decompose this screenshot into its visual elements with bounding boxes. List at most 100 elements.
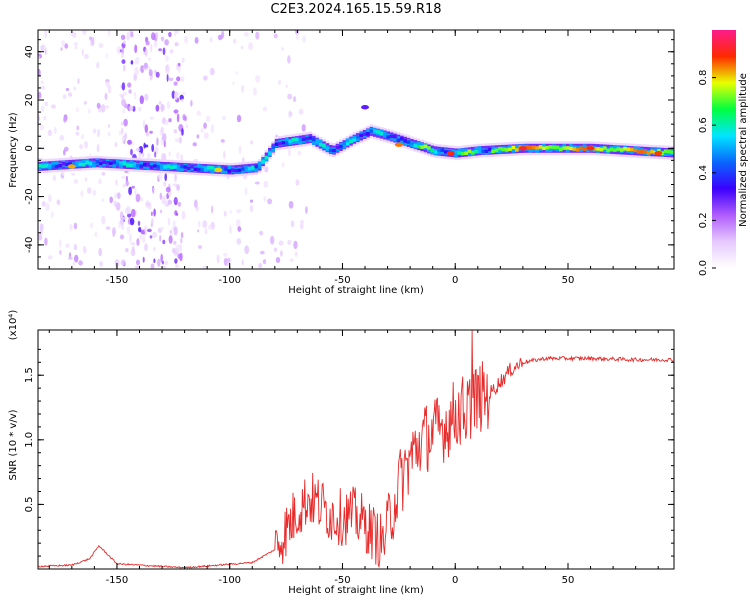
- heatmap-noise-cell: [96, 61, 100, 69]
- heatmap-noise-cell: [180, 232, 184, 239]
- heatmap-ridge-cell: [440, 148, 445, 152]
- heatmap-ridge-cell: [511, 146, 516, 153]
- heatmap-noise-cell: [144, 93, 149, 101]
- heatmap-noise-cell: [166, 64, 170, 72]
- heatmap-ridge-cell: [667, 149, 671, 154]
- heatmap-ridge-cell: [285, 137, 289, 144]
- heatmap-noise-cell: [121, 127, 124, 135]
- heatmap-ridge-cell: [102, 160, 106, 164]
- heatmap-ridge-cell: [657, 149, 661, 153]
- heatmap-ridge-cell: [565, 146, 570, 150]
- heatmap-ridge-cell: [596, 147, 600, 151]
- heatmap-noise-cell: [144, 48, 148, 57]
- heatmap-ridge-cell: [437, 148, 441, 153]
- heatmap-noise-cell: [116, 46, 122, 54]
- heatmap-noise-cell: [122, 184, 126, 188]
- heatmap-noise-cell: [92, 128, 97, 134]
- heatmap-ridge-cell: [548, 145, 553, 149]
- heatmap-noise-cell: [235, 71, 238, 75]
- heatmap-ridge-cell: [51, 164, 56, 169]
- heatmap-noise-cell: [244, 245, 250, 255]
- heatmap-ridge-cell: [312, 137, 316, 142]
- heatmap-noise-cell: [143, 142, 146, 149]
- heatmap-noise-cell: [275, 257, 281, 263]
- heatmap-noise-cell: [273, 247, 278, 252]
- heatmap-noise-cell: [270, 235, 275, 245]
- heatmap-noise-cell: [98, 247, 102, 257]
- heatmap-ridge-cell: [362, 132, 367, 136]
- heatmap-noise-cell: [181, 57, 185, 64]
- heatmap-ridge-cell: [400, 137, 404, 141]
- heatmap-ridge-cell: [136, 164, 140, 168]
- heatmap-noise-cell: [172, 183, 178, 187]
- heatmap-noise-cell: [165, 203, 170, 207]
- heatmap-noise-cell: [121, 98, 127, 107]
- heatmap-noise-cell: [235, 219, 241, 228]
- heatmap-noise-cell: [287, 148, 291, 157]
- heatmap-noise-cell: [264, 166, 269, 173]
- heatmap-ridge-cell: [477, 146, 482, 153]
- heatmap-noise-cell: [104, 92, 108, 101]
- heatmap-noise-cell: [220, 139, 225, 143]
- heatmap-noise-cell: [302, 35, 306, 43]
- heatmap-ridge-cell: [420, 145, 424, 149]
- heatmap-ridge-cell: [606, 148, 610, 153]
- heatmap-ridge-cell: [41, 164, 45, 168]
- heatmap-ridge-cell: [129, 163, 133, 168]
- heatmap-noise-cell: [258, 262, 263, 269]
- heatmap-noise-cell: [131, 141, 135, 146]
- heatmap-noise-cell: [147, 228, 152, 233]
- heatmap-ridge-cell: [433, 150, 438, 154]
- heatmap-ridge-cell: [599, 147, 604, 152]
- heatmap-ridge-cell: [508, 147, 512, 151]
- heatmap-noise-cell: [163, 181, 167, 187]
- heatmap-noise-cell: [160, 104, 165, 111]
- heatmap-noise-cell: [82, 245, 86, 250]
- snr-y-tick-label: 1.5: [24, 367, 35, 383]
- heatmap-noise-cell: [142, 119, 146, 128]
- heatmap-noise-cell: [130, 242, 136, 246]
- heatmap-noise-cell: [203, 132, 209, 139]
- heatmap-noise-cell: [158, 100, 162, 106]
- heatmap-y-tick-label: 40: [24, 45, 35, 58]
- heatmap-noise-cell: [244, 186, 248, 196]
- heatmap-noise-cell: [155, 31, 159, 39]
- heatmap-noise-cell: [78, 260, 83, 266]
- heatmap-ridge-cell: [471, 151, 475, 155]
- heatmap-ridge-cell: [650, 149, 654, 154]
- heatmap-ridge-cell: [359, 133, 363, 138]
- heatmap-noise-cell: [209, 37, 213, 43]
- heatmap-ridge-cell: [400, 137, 404, 144]
- heatmap-ridge-cell: [531, 145, 536, 150]
- heatmap-noise-cell: [305, 206, 308, 214]
- heatmap-noise-cell: [76, 125, 80, 131]
- heatmap-noise-cell: [174, 138, 180, 143]
- heatmap-noise-cell: [128, 89, 132, 94]
- heatmap-noise-cell: [177, 201, 182, 207]
- heatmap-ridge-cell: [220, 167, 225, 171]
- heatmap-noise-cell: [240, 45, 244, 50]
- heatmap-noise-cell: [295, 179, 300, 186]
- heatmap-noise-cell: [74, 254, 79, 263]
- snr-frame: [37, 329, 675, 570]
- heatmap-noise-cell: [296, 33, 299, 41]
- heatmap-ridge-cell: [460, 151, 465, 156]
- heatmap-noise-cell: [250, 140, 253, 145]
- heatmap-ridge-cell: [663, 149, 668, 153]
- heatmap-ridge-cell: [68, 162, 72, 166]
- heatmap-ridge-cell: [630, 147, 634, 152]
- heatmap-y-ticks: 40 20 0 -20 -40: [24, 39, 674, 258]
- snr-x-tick-label: -50: [334, 575, 350, 586]
- heatmap-noise-cell: [159, 234, 162, 242]
- heatmap-ridge-cell: [291, 137, 296, 142]
- heatmap-noise-cell: [278, 79, 282, 86]
- heatmap-peak-cell: [394, 142, 403, 147]
- heatmap-noise-cell: [64, 43, 69, 49]
- heatmap-noise-cell: [43, 116, 47, 121]
- heatmap-x-tick-label: -50: [334, 275, 350, 286]
- heatmap-ridge-cell: [210, 165, 215, 170]
- heatmap-noise-cell: [192, 142, 197, 147]
- heatmap-ridge-cell: [54, 164, 59, 169]
- heatmap-noise-cell: [80, 190, 84, 197]
- heatmap-ridge-cell: [48, 163, 52, 168]
